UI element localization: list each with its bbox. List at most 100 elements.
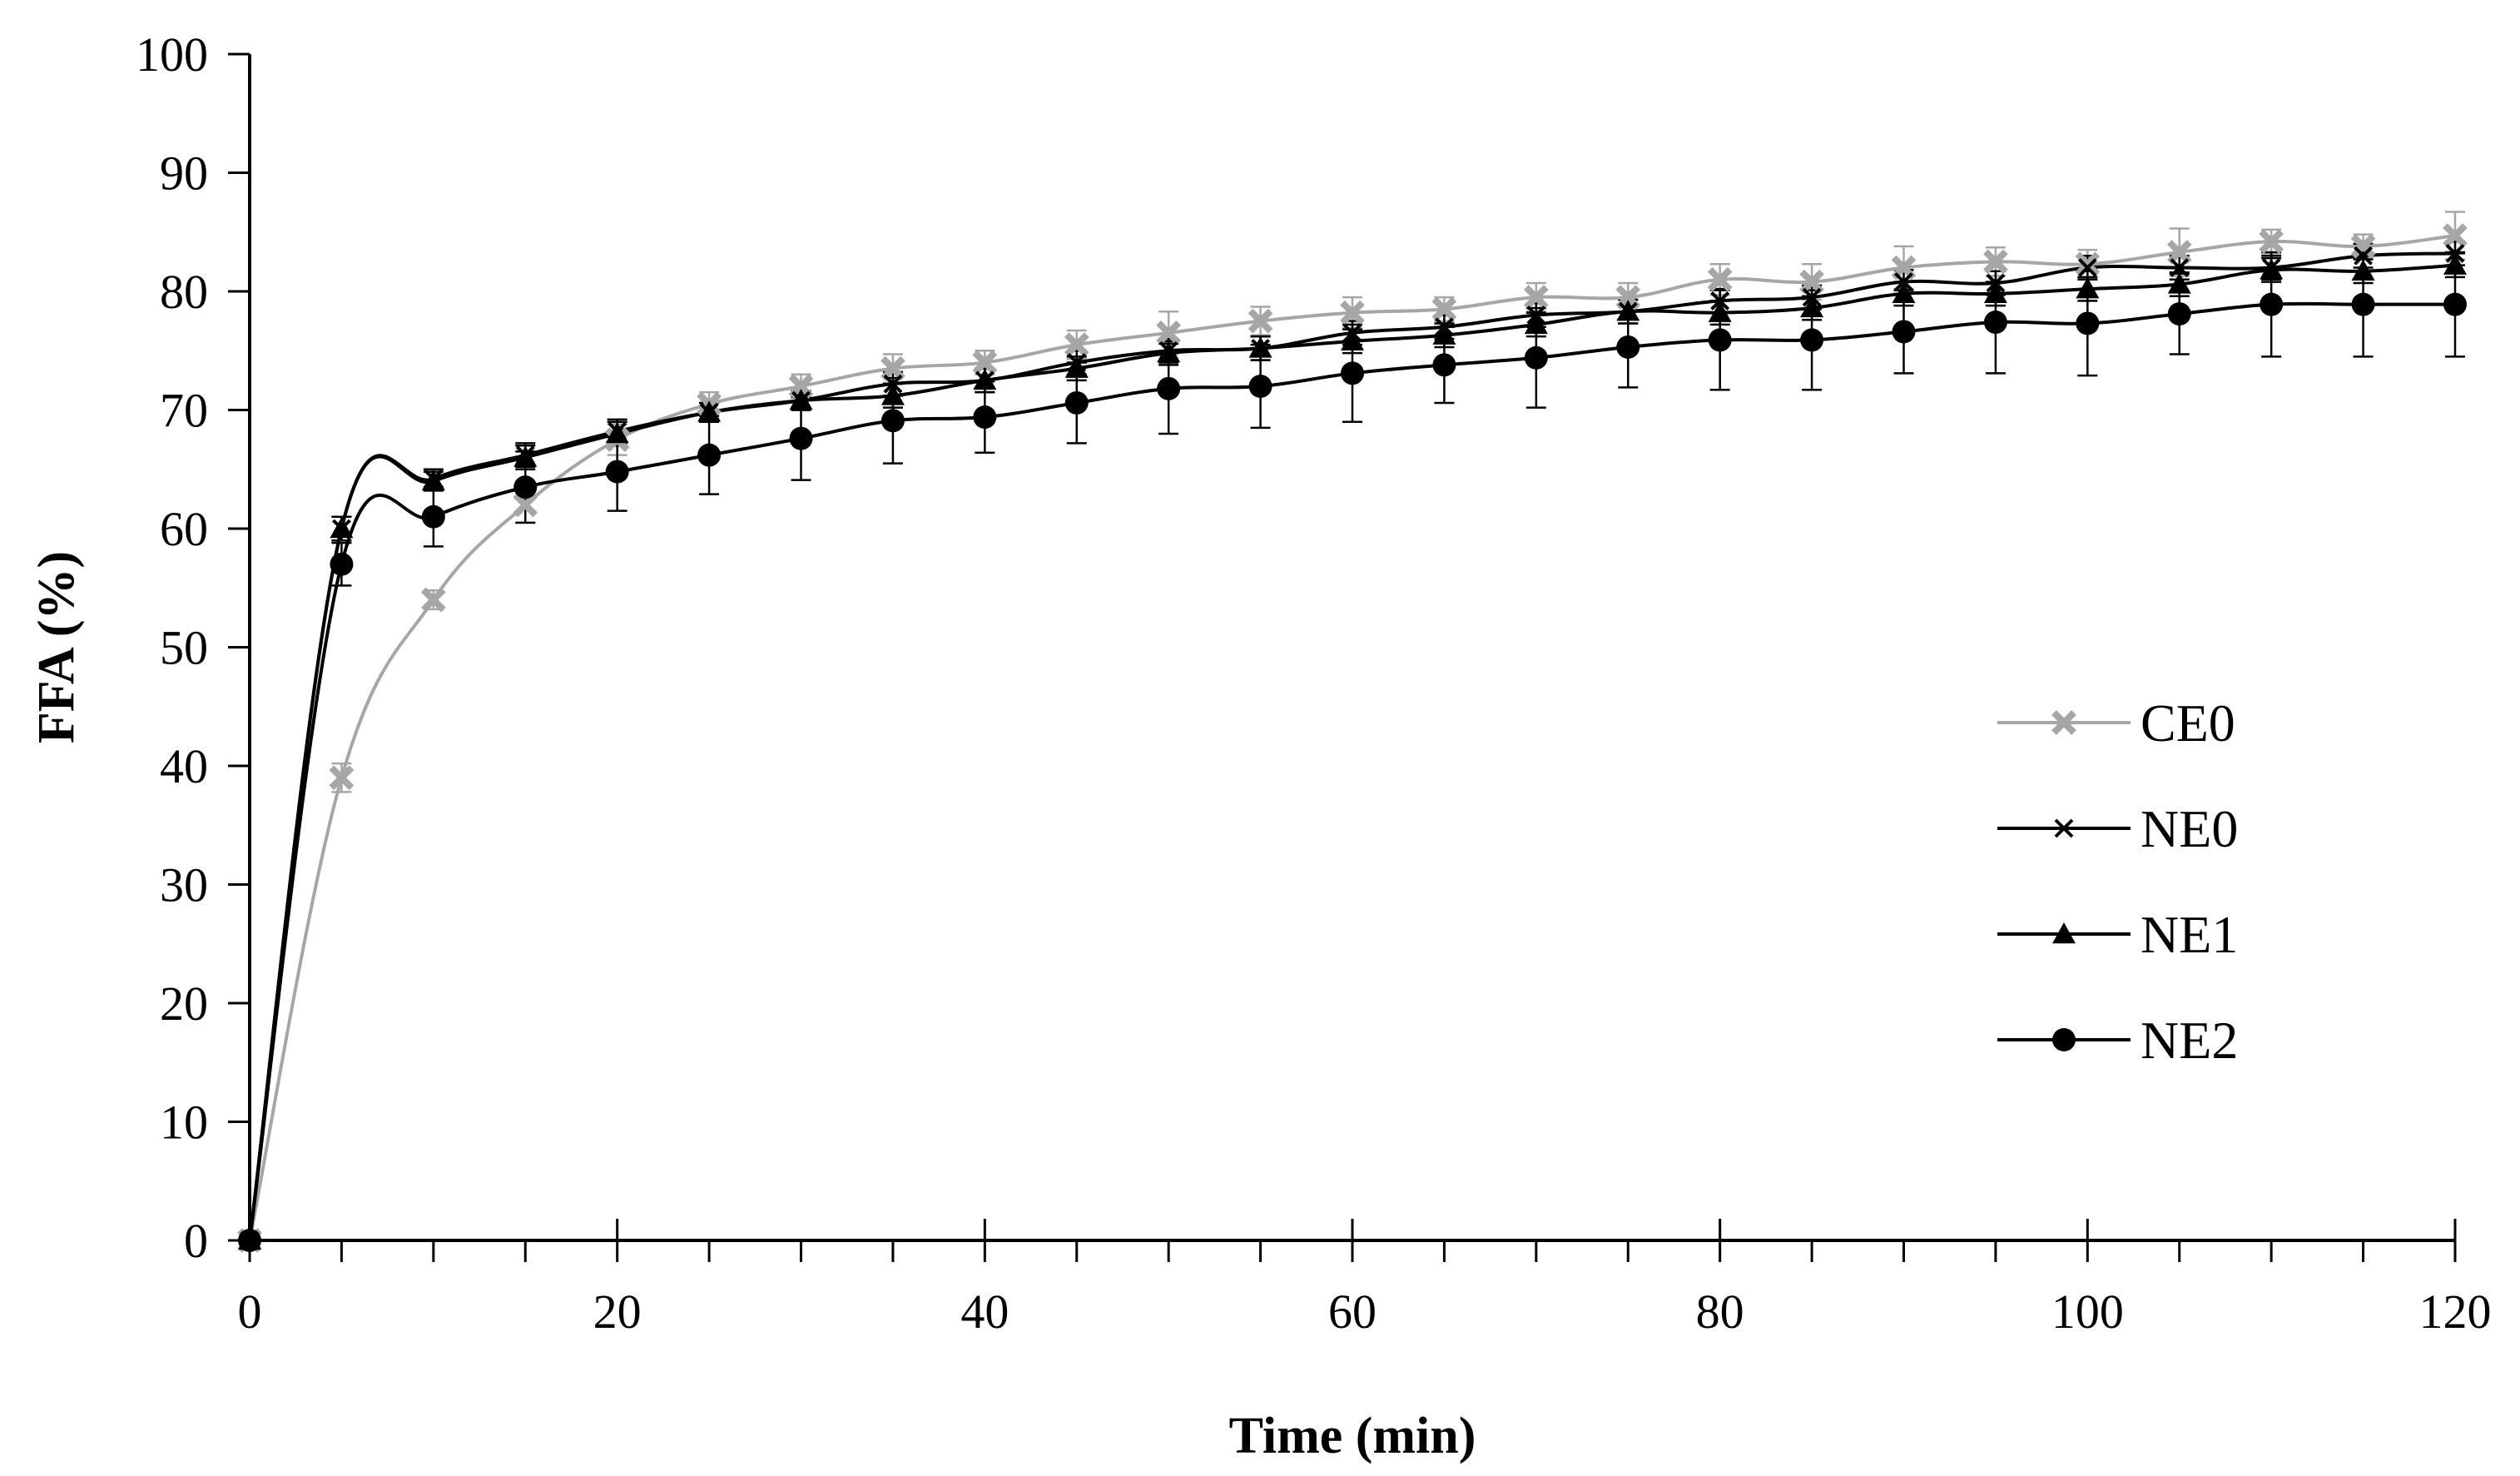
data-point-ce0 [1064,332,1089,357]
y-tick-label: 30 [160,858,208,912]
x-tick-label: 0 [238,1285,262,1339]
data-point-ne1 [1157,341,1181,363]
x-tick-label: 20 [593,1285,642,1339]
series-markers-layer [237,223,2468,1253]
series-line-ce0 [248,234,2456,1241]
data-point-ne1 [1983,281,2007,304]
data-point-ce0 [2443,223,2468,248]
legend-marker [2054,818,2074,838]
data-point-ce0 [1431,296,1457,322]
data-point-ne1 [1341,329,1364,351]
data-point-ne2 [2443,292,2467,316]
data-point-ne2 [2351,292,2375,316]
data-point-ne2 [1800,328,1824,352]
data-point-ne1 [1524,312,1548,335]
y-tick-label: 50 [160,621,208,675]
data-point-ne1 [1892,281,1916,304]
data-point-ne1 [2351,259,2375,281]
data-point-ne2 [1708,328,1732,352]
data-point-ce0 [329,765,355,791]
x-ticks: 0 20 40 60 80 100 120 [238,1219,2492,1339]
legend-item-ne2: NE2 [1997,1011,2238,1070]
legend-label: NE0 [2141,799,2238,858]
data-point-ne2 [1983,311,2007,335]
data-point-ne0 [1710,291,1730,311]
y-tick-label: 80 [160,265,208,319]
data-point-ce0 [2075,251,2101,277]
data-point-ne2 [881,409,905,433]
data-point-ne2 [2167,302,2191,326]
data-point-ce0 [1983,249,2008,275]
data-point-ne0 [2445,243,2465,263]
x-tick-label: 40 [960,1285,1009,1339]
data-point-ce0 [1707,266,1733,292]
data-point-ne0 [2170,258,2190,277]
legend-marker [2052,922,2076,944]
data-point-ne2 [1064,390,1089,415]
x-tick-label: 100 [2051,1285,2124,1339]
data-point-ce0 [513,492,538,518]
data-point-ne0 [1894,272,1913,292]
data-point-ne1 [513,445,538,467]
data-point-ce0 [1156,321,1181,345]
y-tick-label: 20 [160,977,208,1031]
data-point-ne2 [973,405,997,430]
legend-label: NE1 [2141,905,2238,964]
data-point-ce0 [2350,234,2376,259]
data-point-ce0 [1248,308,1273,334]
x-tick-label: 80 [1696,1285,1744,1339]
data-point-ne2 [1248,375,1272,398]
data-point-ne1 [1248,336,1272,358]
data-point-ne0 [2354,246,2373,266]
y-tick-label: 60 [160,502,208,556]
data-point-ne1 [1064,356,1089,378]
y-ticks: 0 10 20 30 40 50 60 70 80 90 100 [136,27,250,1268]
data-point-ne2 [789,426,813,450]
y-tick-label: 90 [160,147,208,201]
data-point-ne2 [421,504,445,529]
data-point-ne2 [1341,361,1364,385]
y-axis-title: FFA (%) [28,551,85,743]
data-point-ne1 [2167,272,2191,294]
data-point-ne2 [513,475,538,499]
y-tick-label: 0 [184,1214,208,1268]
y-tick-label: 10 [160,1096,208,1150]
data-point-ne1 [421,470,445,491]
data-point-ne2 [2076,311,2100,335]
x-axis-title: Time (min) [1229,1408,1476,1464]
data-point-ne1 [697,400,722,422]
data-point-ne2 [697,443,722,467]
data-point-ce0 [972,350,998,375]
data-point-ne1 [2260,258,2284,280]
legend-item-ne1: NE1 [1997,905,2238,964]
data-point-ne0 [883,374,903,394]
data-point-ne1 [881,384,905,405]
legend-marker [2052,1028,2076,1051]
data-point-ne1 [1432,323,1456,345]
legend-marker [2051,710,2076,735]
data-point-ne2 [2260,292,2284,316]
legend-item-ne0: NE0 [1997,799,2238,858]
data-point-ce0 [1524,285,1549,310]
legend-label: CE0 [2141,693,2235,753]
data-point-ne1 [2443,253,2467,275]
data-point-ce0 [1340,300,1365,326]
data-point-ne1 [605,422,629,444]
data-point-ne1 [2076,277,2100,299]
data-point-ne1 [1800,296,1824,318]
data-point-ne0 [2077,258,2097,277]
axes-layer [248,54,2455,1242]
data-point-ne2 [1892,320,1916,344]
y-tick-label: 40 [160,739,208,793]
data-point-ce0 [421,587,446,613]
data-point-ne1 [1708,301,1732,322]
data-point-ne1 [789,389,813,410]
data-point-ne2 [605,460,629,484]
data-point-ne2 [1616,335,1640,359]
data-point-ne1 [330,517,354,539]
data-point-ne1 [973,368,997,390]
data-point-ne2 [1157,376,1181,400]
data-point-ne2 [1432,353,1456,377]
